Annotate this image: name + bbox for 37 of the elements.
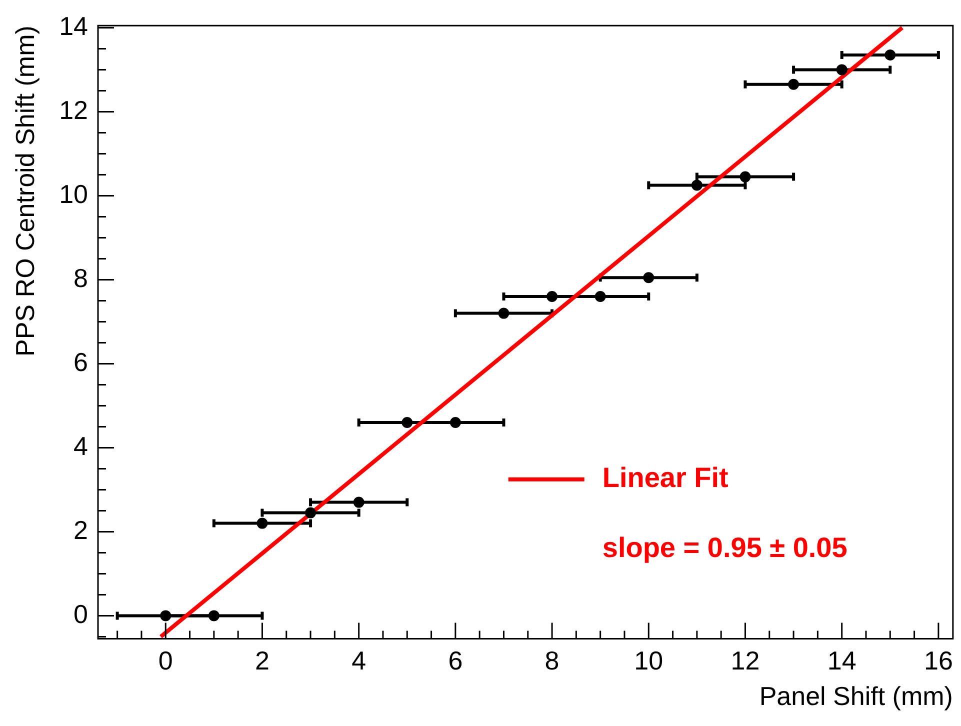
legend-label: Linear Fit bbox=[602, 462, 728, 494]
point bbox=[450, 417, 461, 428]
point bbox=[208, 610, 220, 622]
point bbox=[546, 291, 558, 302]
x-tick-label: 4 bbox=[352, 646, 366, 676]
x-tick-label: 8 bbox=[544, 646, 560, 676]
y-axis-title: PPS RO Centroid Shift (mm) bbox=[10, 26, 40, 356]
point bbox=[305, 507, 316, 518]
x-axis-title: Panel Shift (mm) bbox=[759, 680, 953, 711]
point bbox=[160, 610, 172, 622]
point bbox=[402, 417, 413, 428]
x-tick-label: 16 bbox=[924, 646, 953, 676]
y-tick-label: 0 bbox=[74, 598, 88, 629]
y-tick-label: 12 bbox=[59, 94, 88, 125]
x-tick-label: 14 bbox=[827, 646, 856, 676]
x-tick-label: 6 bbox=[448, 646, 463, 676]
point bbox=[884, 50, 896, 60]
y-tick-label: 10 bbox=[59, 178, 88, 209]
y-tick-label: 8 bbox=[74, 262, 88, 293]
y-tick-label: 6 bbox=[74, 346, 88, 377]
point bbox=[498, 308, 510, 319]
x-tick-label: 0 bbox=[158, 646, 173, 676]
point bbox=[788, 78, 800, 90]
annotation: slope = 0.95 ± 0.05 bbox=[602, 532, 848, 564]
point bbox=[836, 64, 848, 76]
x-tick-label: 10 bbox=[634, 646, 664, 676]
point bbox=[740, 171, 751, 182]
x-tick-label: 2 bbox=[254, 646, 270, 676]
y-tick-label: 2 bbox=[74, 514, 88, 545]
y-tick-label: 4 bbox=[74, 430, 88, 461]
point bbox=[256, 518, 268, 529]
point bbox=[594, 291, 606, 302]
point bbox=[353, 496, 364, 508]
y-tick-label: 14 bbox=[59, 10, 88, 41]
point bbox=[643, 272, 654, 284]
x-tick-label: 12 bbox=[730, 646, 760, 676]
point bbox=[691, 180, 702, 191]
